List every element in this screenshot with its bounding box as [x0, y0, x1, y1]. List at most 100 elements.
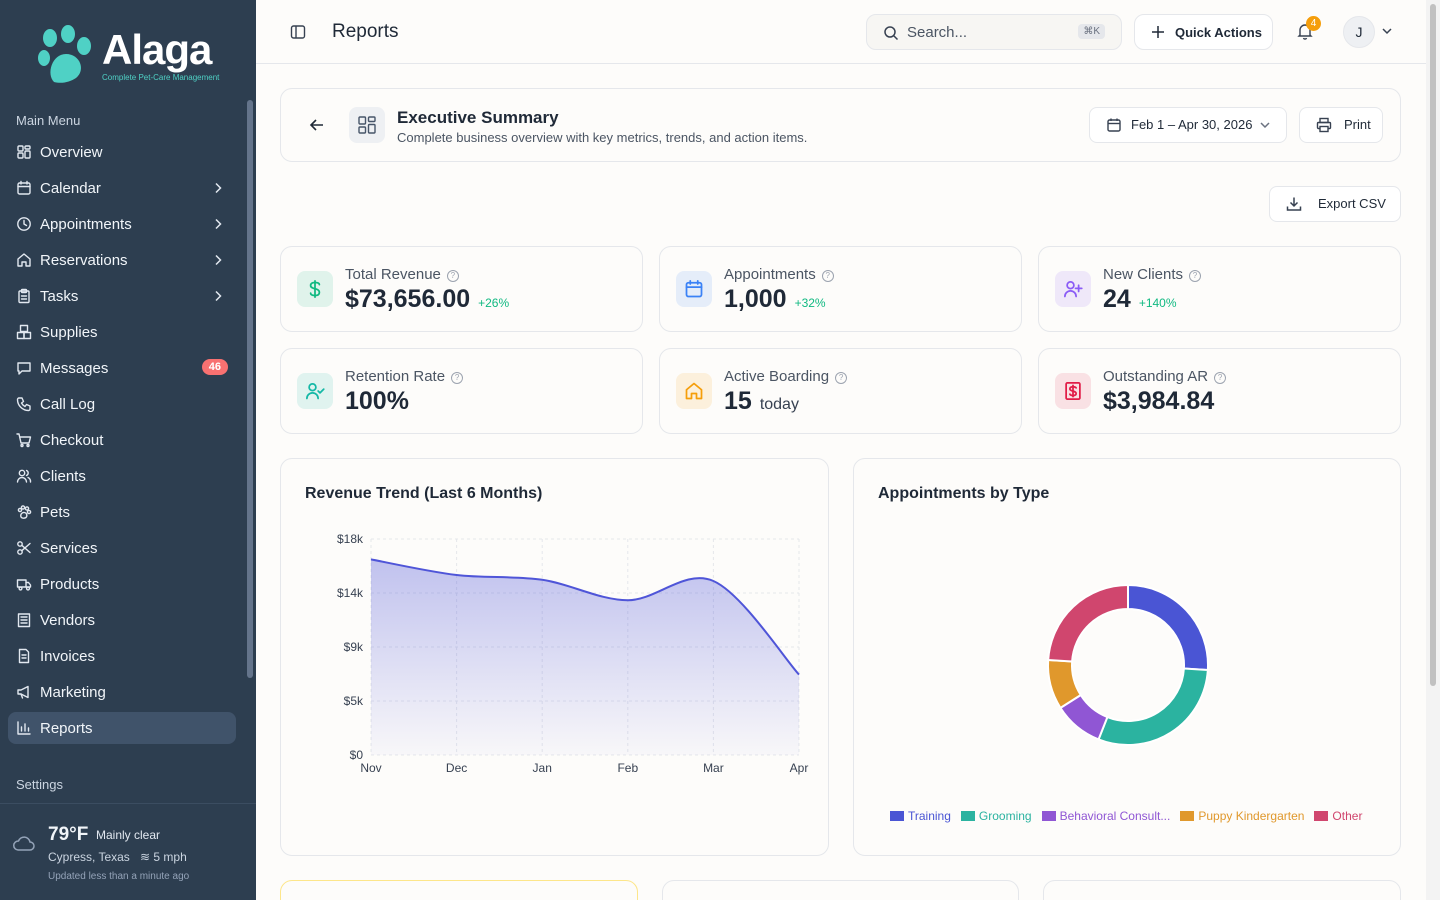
sidebar-item-checkout[interactable]: Checkout [8, 424, 236, 456]
sidebar-item-services[interactable]: Services [8, 532, 236, 564]
legend-item[interactable]: Puppy Kindergarten [1180, 809, 1304, 823]
kpi-card-total-revenue[interactable]: Total Revenue? $73,656.00 +26% [280, 246, 643, 332]
user-avatar[interactable]: J [1343, 16, 1375, 48]
kpi-delta: +32% [794, 296, 826, 310]
grid-icon [17, 145, 31, 159]
sidebar-item-messages[interactable]: Messages 46 [8, 352, 236, 384]
paw-logo-icon [38, 25, 91, 83]
kpi-card-active-boarding[interactable]: Active Boarding? 15 today [659, 348, 1022, 434]
help-icon[interactable]: ? [1189, 270, 1202, 282]
file-icon [18, 648, 30, 664]
export-csv-button[interactable]: Export CSV [1269, 186, 1401, 222]
donut-slice-training[interactable] [1127, 583, 1209, 672]
sidebar-item-label: Overview [40, 143, 103, 161]
legend-swatch [890, 811, 904, 821]
sidebar-item-label: Reservations [40, 251, 128, 269]
donut-slice-other[interactable] [1047, 583, 1129, 663]
sidebar-nav: Overview Calendar Appointments Reservations… [8, 136, 236, 748]
home-icon [16, 252, 32, 268]
kpi-card-outstanding-ar[interactable]: Outstanding AR? $3,984.84 [1038, 348, 1401, 434]
sidebar-item-vendors[interactable]: Vendors [8, 604, 236, 636]
file-icon [16, 648, 32, 664]
kpi-card-appointments[interactable]: Appointments? 1,000 +32% [659, 246, 1022, 332]
sidebar-item-reservations[interactable]: Reservations [8, 244, 236, 276]
sidebar-item-supplies[interactable]: Supplies [8, 316, 236, 348]
donut-slice-grooming[interactable] [1097, 667, 1209, 746]
help-icon[interactable]: ? [446, 270, 459, 282]
brand-logo[interactable]: Alaga Complete Pet-Care Management [36, 24, 226, 88]
grid-icon [16, 144, 32, 160]
kpi-card-new-clients[interactable]: New Clients? 24 +140% [1038, 246, 1401, 332]
cart-icon [16, 432, 32, 448]
weather-temp: 79°F [48, 824, 89, 845]
revenue-area-chart[interactable]: $0 $5k $9k $14k $18k Nov Dec Jan Feb Mar Apr [281, 517, 830, 857]
search-icon [884, 26, 899, 41]
sidebar-item-invoices[interactable]: Invoices [8, 640, 236, 672]
legend-item[interactable]: Behavioral Consult... [1041, 809, 1170, 823]
sidebar-toggle-icon[interactable] [290, 24, 306, 40]
y-tick-label: $0 [350, 748, 364, 762]
sidebar-item-clients[interactable]: Clients [8, 460, 236, 492]
chevron-right-icon [215, 218, 222, 230]
legend-item[interactable]: Training [890, 809, 951, 823]
settings-label[interactable]: Settings [16, 777, 63, 792]
main-menu-label: Main Menu [16, 113, 81, 128]
x-tick-label: Jan [533, 761, 552, 775]
legend-swatch [1180, 811, 1195, 821]
sidebar-item-overview[interactable]: Overview [8, 136, 236, 168]
date-range-picker[interactable]: Feb 1 – Apr 30, 2026 [1089, 107, 1287, 143]
page-scrollbar-thumb[interactable] [1430, 4, 1436, 686]
legend-label: Puppy Kindergarten [1198, 809, 1305, 823]
dollar-icon [309, 280, 321, 298]
bar-chart-icon [17, 721, 31, 735]
quick-actions-button[interactable]: Quick Actions [1134, 14, 1273, 50]
legend-label: Grooming [978, 809, 1032, 823]
notification-badge: 4 [1306, 16, 1321, 31]
brand-name: Alaga [102, 26, 212, 73]
calendar-icon [676, 271, 712, 307]
wind-icon: ≋ [140, 850, 151, 864]
summary-subtitle: Complete business overview with key metr… [397, 130, 808, 145]
dollar-icon [297, 271, 333, 307]
sidebar-item-appointments[interactable]: Appointments [8, 208, 236, 240]
page-scrollbar[interactable] [1426, 0, 1440, 900]
kpi-delta: +26% [478, 296, 510, 310]
legend-item[interactable]: Other [1314, 809, 1362, 823]
print-button[interactable]: Print [1299, 107, 1383, 143]
legend-item[interactable]: Grooming [960, 809, 1032, 823]
appointments-donut-chart[interactable] [854, 499, 1402, 799]
sidebar-item-call-log[interactable]: Call Log [8, 388, 236, 420]
back-arrow-icon[interactable] [309, 117, 325, 133]
kpi-card-retention-rate[interactable]: Retention Rate? 100% [280, 348, 643, 434]
truck-icon [16, 576, 32, 592]
scissors-icon [16, 540, 32, 556]
sidebar-item-label: Invoices [40, 647, 96, 665]
sidebar-item-label: Pets [40, 503, 71, 521]
sidebar-item-marketing[interactable]: Marketing [8, 676, 236, 708]
report-card-stub [280, 880, 638, 900]
clipboard-icon [18, 288, 30, 304]
plus-icon [1152, 26, 1164, 38]
help-icon[interactable]: ? [835, 372, 848, 384]
chevron-down-icon[interactable] [1380, 24, 1394, 38]
help-icon[interactable]: ? [821, 270, 834, 282]
sidebar-item-reports[interactable]: Reports [8, 712, 236, 744]
phone-icon [16, 397, 31, 412]
export-csv-label: Export CSV [1318, 196, 1386, 211]
boxes-icon [16, 324, 32, 340]
user-check-icon [297, 373, 333, 409]
sidebar-item-tasks[interactable]: Tasks [8, 280, 236, 312]
sidebar-item-products[interactable]: Products [8, 568, 236, 600]
brand-tagline: Complete Pet-Care Management [102, 73, 220, 82]
sidebar-item-calendar[interactable]: Calendar [8, 172, 236, 204]
sidebar-item-pets[interactable]: Pets [8, 496, 236, 528]
kpi-label: Appointments? [724, 266, 834, 283]
kpi-value-text: 24 [1103, 285, 1131, 313]
help-icon[interactable]: ? [451, 372, 464, 384]
clock-icon [17, 217, 31, 231]
x-tick-label: Mar [703, 761, 724, 775]
help-icon[interactable]: ? [1214, 372, 1227, 384]
home-icon [685, 382, 703, 400]
search-input[interactable]: Search... ⌘K [866, 14, 1122, 50]
sidebar-scrollbar[interactable] [247, 100, 253, 678]
